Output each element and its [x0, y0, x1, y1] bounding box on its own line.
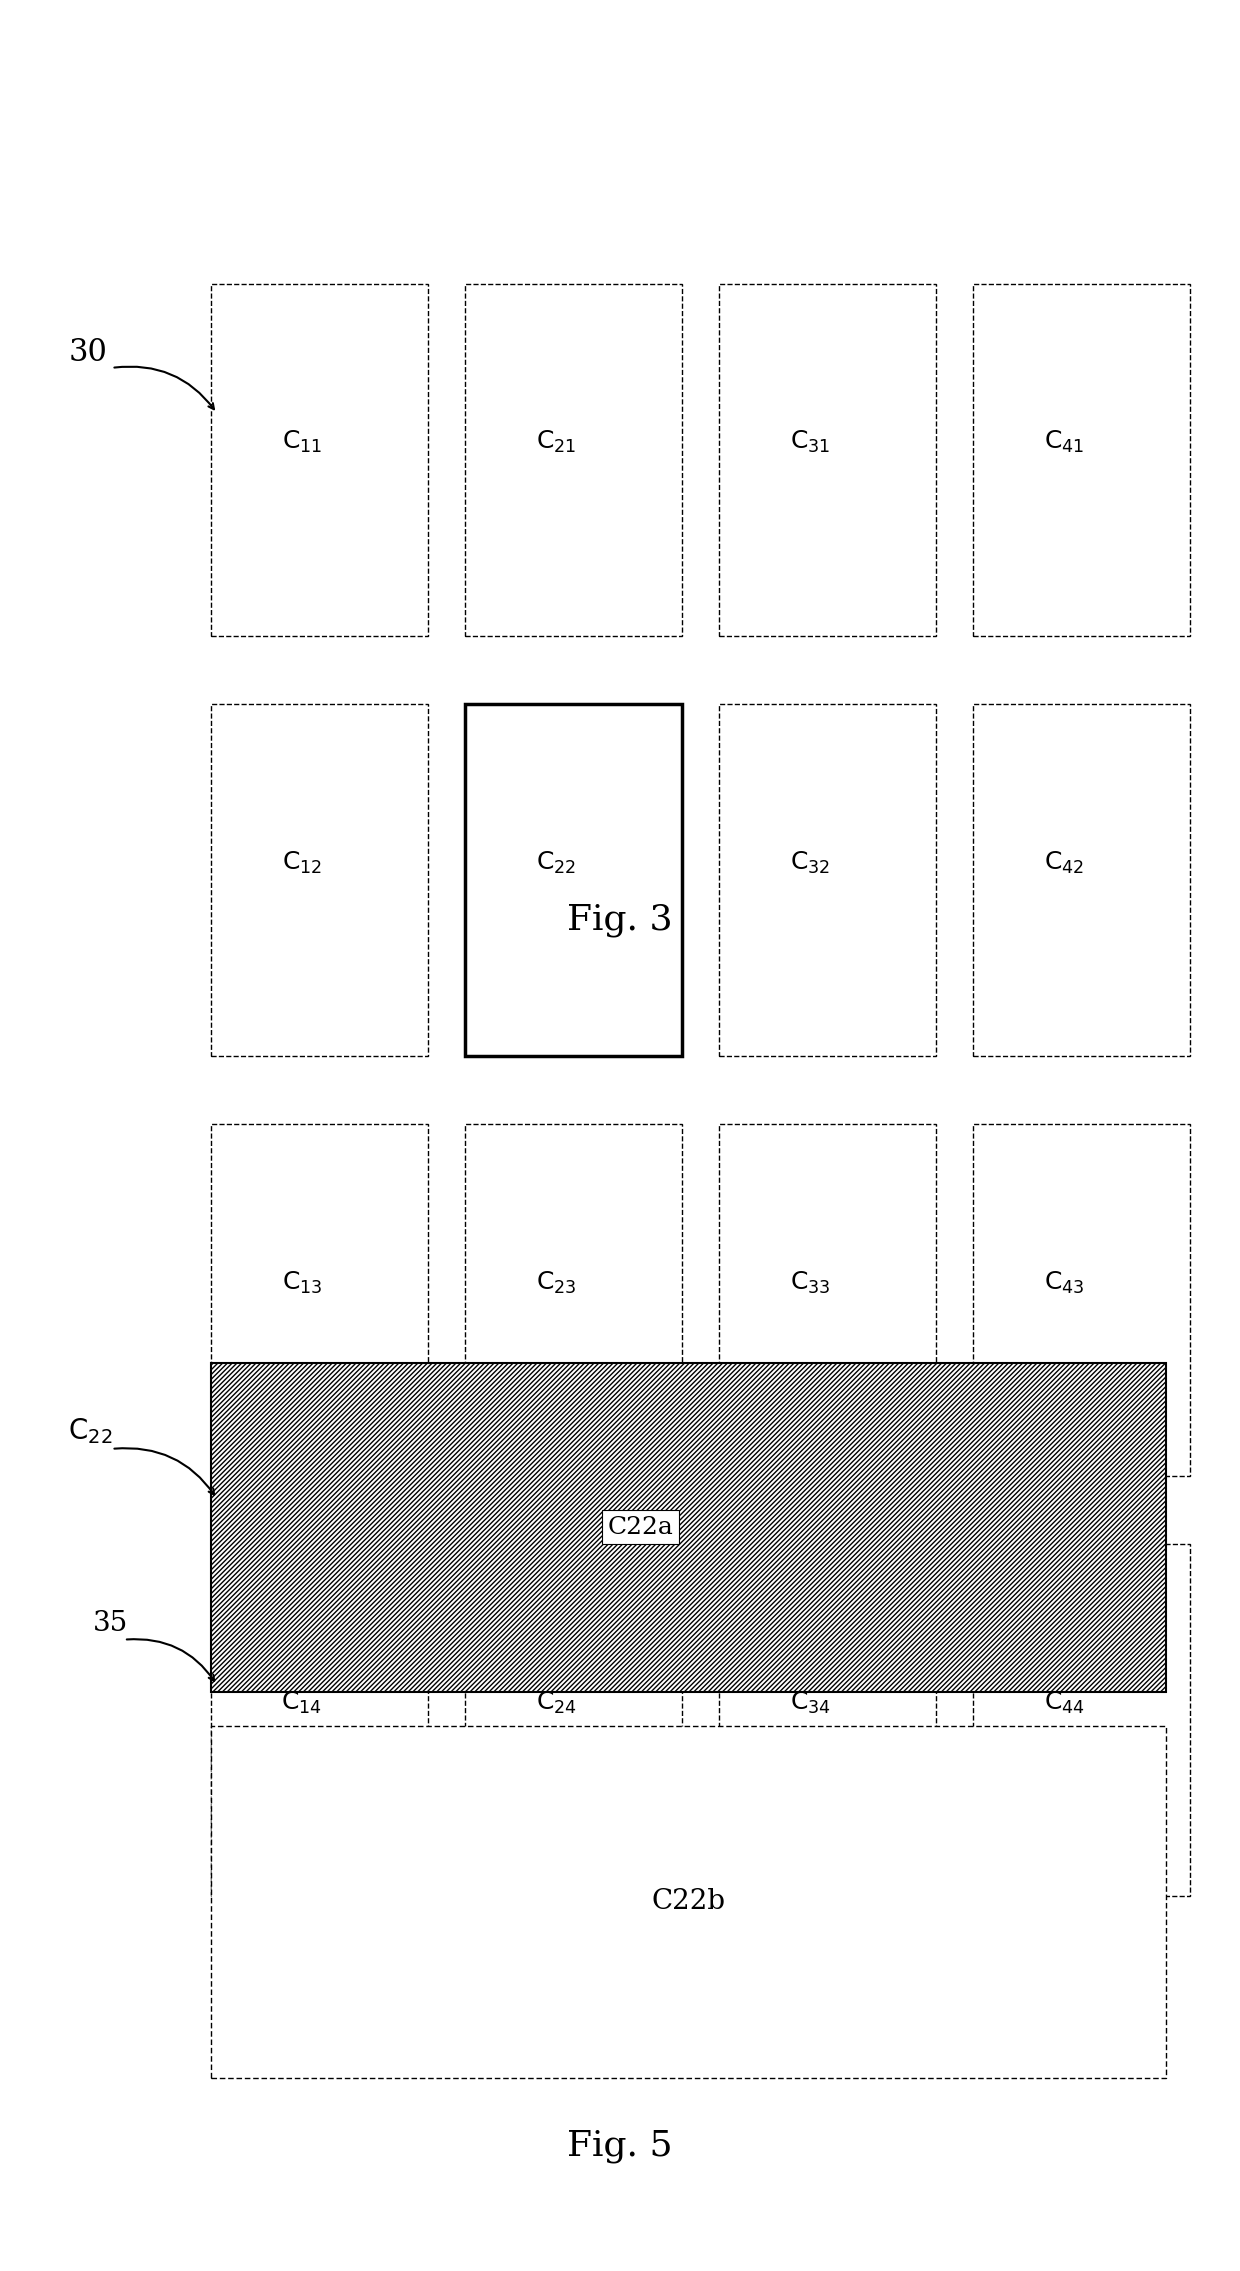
FancyBboxPatch shape [719, 1124, 936, 1476]
FancyBboxPatch shape [465, 704, 682, 1056]
FancyBboxPatch shape [465, 284, 682, 636]
FancyBboxPatch shape [465, 1124, 682, 1476]
Text: $\mathrm{C_{34}}$: $\mathrm{C_{34}}$ [790, 1690, 831, 1717]
Text: $\mathrm{C_{43}}$: $\mathrm{C_{43}}$ [1044, 1269, 1085, 1297]
Text: $\mathrm{C_{12}}$: $\mathrm{C_{12}}$ [281, 849, 322, 877]
FancyBboxPatch shape [465, 1544, 682, 1896]
Text: 35: 35 [93, 1610, 128, 1637]
FancyBboxPatch shape [973, 704, 1190, 1056]
Text: $\mathrm{C_{41}}$: $\mathrm{C_{41}}$ [1044, 429, 1085, 456]
Text: $\mathrm{C_{33}}$: $\mathrm{C_{33}}$ [790, 1269, 831, 1297]
Text: $\mathrm{C_{24}}$: $\mathrm{C_{24}}$ [536, 1690, 577, 1717]
Text: $\mathrm{C_{11}}$: $\mathrm{C_{11}}$ [281, 429, 322, 456]
FancyBboxPatch shape [973, 1124, 1190, 1476]
Text: $\mathrm{C_{13}}$: $\mathrm{C_{13}}$ [281, 1269, 322, 1297]
Text: $\mathrm{C_{22}}$: $\mathrm{C_{22}}$ [68, 1415, 113, 1447]
Bar [211, 1363, 1166, 1692]
FancyBboxPatch shape [719, 284, 936, 636]
FancyBboxPatch shape [973, 284, 1190, 636]
Text: $\mathrm{C_{23}}$: $\mathrm{C_{23}}$ [536, 1269, 577, 1297]
Text: $\mathrm{C_{21}}$: $\mathrm{C_{21}}$ [536, 429, 577, 456]
Text: $\mathrm{C_{31}}$: $\mathrm{C_{31}}$ [790, 429, 831, 456]
Text: $\mathrm{C_{22}}$: $\mathrm{C_{22}}$ [536, 849, 577, 877]
FancyBboxPatch shape [211, 284, 428, 636]
FancyBboxPatch shape [973, 1544, 1190, 1896]
Text: Fig. 3: Fig. 3 [567, 904, 673, 936]
Text: Fig. 5: Fig. 5 [567, 2130, 673, 2162]
Text: $\mathrm{C_{14}}$: $\mathrm{C_{14}}$ [281, 1690, 322, 1717]
Bar [211, 1363, 1166, 1692]
Text: $\mathrm{C_{42}}$: $\mathrm{C_{42}}$ [1044, 849, 1085, 877]
Text: 30: 30 [68, 336, 107, 368]
FancyBboxPatch shape [211, 1544, 428, 1896]
FancyBboxPatch shape [211, 1726, 1166, 2078]
FancyBboxPatch shape [719, 1544, 936, 1896]
FancyBboxPatch shape [211, 1124, 428, 1476]
FancyBboxPatch shape [719, 704, 936, 1056]
Text: $\mathrm{C_{44}}$: $\mathrm{C_{44}}$ [1044, 1690, 1085, 1717]
Text: C22b: C22b [651, 1889, 725, 1914]
Text: $\mathrm{C_{32}}$: $\mathrm{C_{32}}$ [790, 849, 831, 877]
Text: C22a: C22a [608, 1515, 673, 1540]
FancyBboxPatch shape [211, 704, 428, 1056]
